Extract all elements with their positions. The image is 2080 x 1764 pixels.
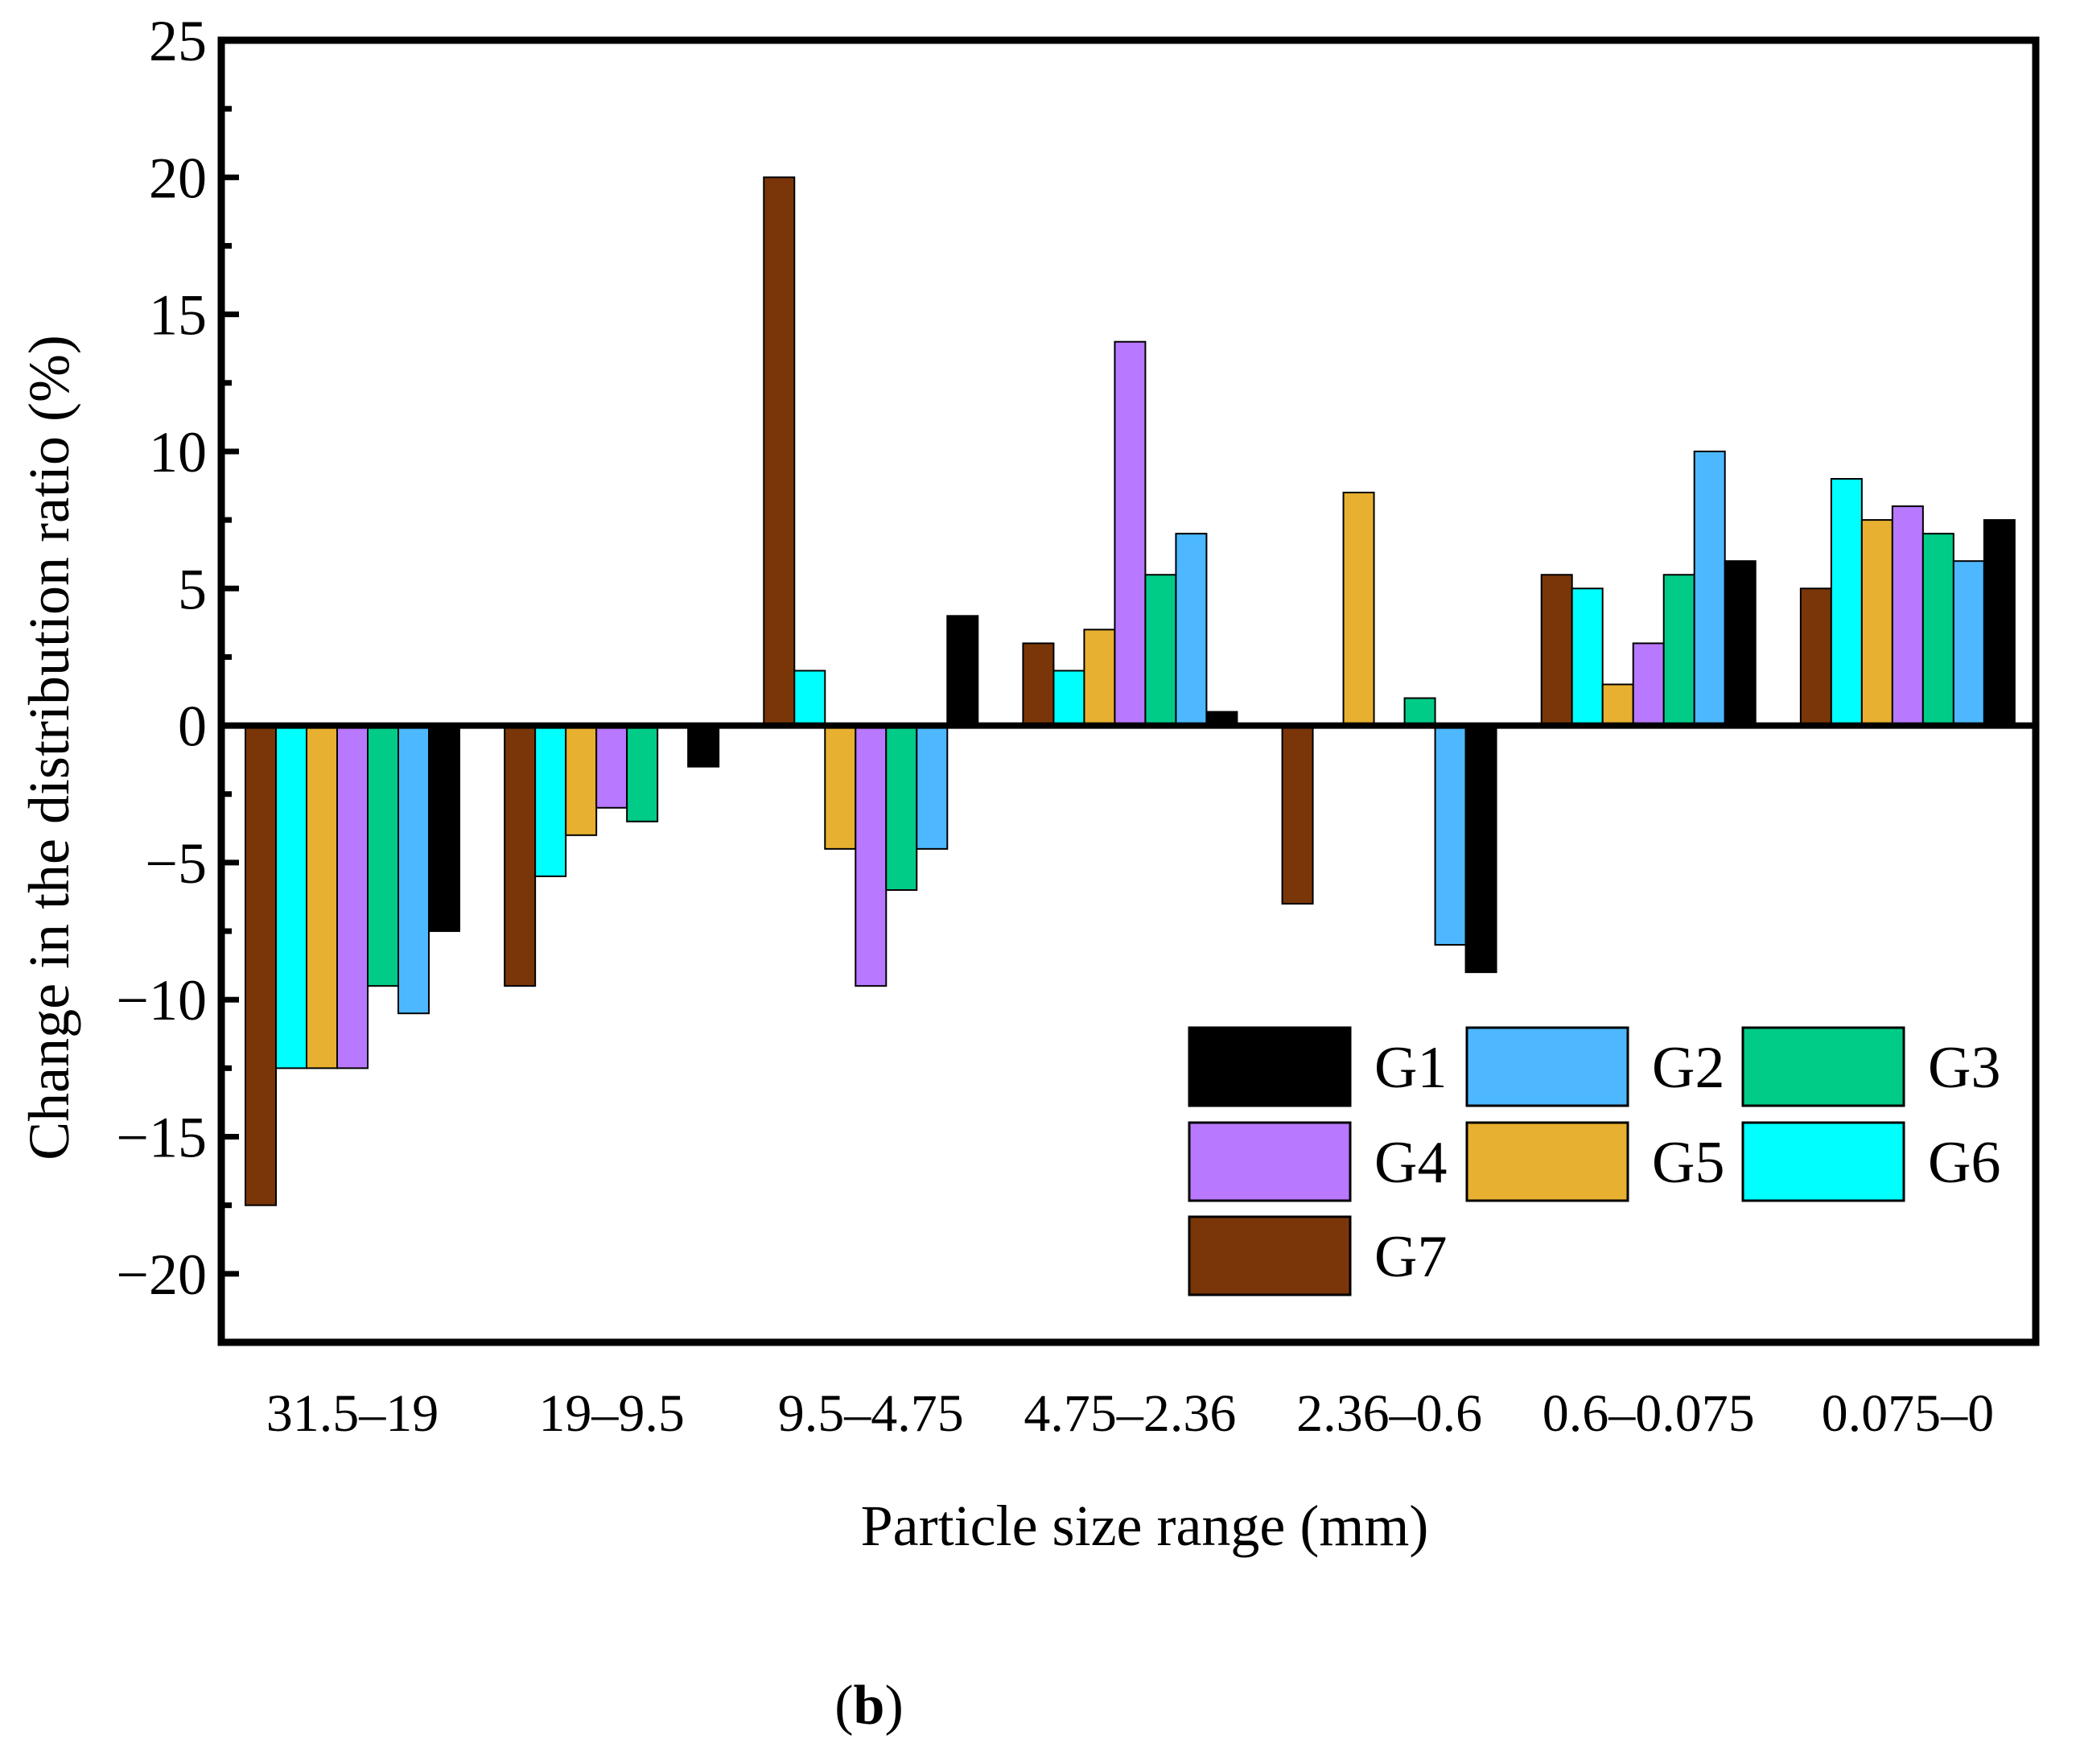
legend-swatch-g4 [1188,1121,1352,1202]
bar-g3-3 [1144,574,1177,727]
bar-g1-1 [687,724,720,768]
x-tick-label: 19–9.5 [538,1384,685,1443]
bar-g4-3 [1114,340,1147,727]
y-tick-label: 15 [149,283,207,348]
legend-label-g2: G2 [1652,1035,1724,1101]
x-tick-label: 2.36–0.6 [1296,1384,1482,1443]
y-tick-label: −10 [116,968,207,1032]
bar-g6-2 [793,670,826,727]
legend-swatch-g7 [1188,1215,1352,1296]
bar-g4-0 [336,724,369,1070]
bar-g5-5 [1601,683,1634,727]
bars-layer [245,176,2016,1206]
bar-g1-2 [946,615,979,727]
bar-g2-3 [1175,533,1208,727]
bar-g7-0 [245,724,277,1206]
bar-g7-5 [1540,574,1573,727]
bar-g4-2 [855,724,888,987]
legend-label-g3: G3 [1928,1035,2000,1101]
bar-g3-1 [626,724,659,822]
panel-letter: b [853,1675,885,1737]
y-axis: −20 −15 −10 −5 0 5 10 15 20 25 [116,9,239,1307]
bar-g5-6 [1860,519,1893,727]
bar-g4-1 [595,724,628,809]
bar-g5-0 [306,724,338,1070]
y-tick-label: −20 [116,1243,207,1307]
bar-g5-3 [1083,629,1116,727]
bar-g2-2 [916,724,949,850]
legend-label-g4: G4 [1374,1130,1447,1196]
bar-g2-0 [397,724,430,1015]
plot-frame [217,36,2040,1346]
bar-g6-6 [1830,478,1863,727]
legend-swatch-g5 [1465,1121,1629,1202]
legend-swatch-g3 [1741,1026,1905,1107]
bar-g6-5 [1571,587,1604,727]
x-tick-label: 9.5–4.75 [778,1384,964,1443]
y-tick-label: 5 [178,557,207,621]
bar-g5-1 [565,724,598,836]
legend-swatch-g2 [1465,1026,1629,1107]
y-axis-label: Change in the distribution ratio (%) [17,335,81,1160]
bar-g4-5 [1632,642,1665,727]
bar-g7-1 [504,724,537,987]
x-tick-label: 31.5–19 [266,1384,439,1443]
bar-g7-2 [763,176,796,727]
y-tick-label: −5 [145,831,207,896]
x-axis: 31.5–19 19–9.5 9.5–4.75 4.75–2.36 2.36–0.6 0.… [266,1384,1994,1443]
bar-g3-5 [1662,574,1695,727]
y-tick-label: 10 [149,420,207,484]
bar-g4-6 [1891,505,1924,727]
bar-g6-1 [534,724,567,877]
bar-g1-5 [1724,560,1757,727]
x-tick-label: 0.075–0 [1822,1384,1995,1443]
bar-g2-5 [1693,450,1726,727]
bar-g6-0 [275,724,307,1070]
bar-g1-6 [1983,519,2016,727]
panel-label: (b) [834,1675,904,1737]
bar-g7-6 [1799,587,1832,727]
legend-swatch-g1 [1188,1026,1352,1107]
bar-g7-3 [1022,642,1055,727]
bar-g7-4 [1281,724,1314,905]
bar-g3-4 [1403,697,1436,727]
legend-label-g6: G6 [1928,1130,2000,1196]
y-tick-label: 0 [178,694,207,759]
bar-g2-4 [1434,724,1467,946]
legend: G1 G2 G3 G4 G5 G6 G7 [1188,1026,2000,1296]
bar-g1-4 [1464,724,1497,974]
bar-g5-4 [1342,492,1375,727]
y-tick-label: −15 [116,1106,207,1170]
legend-label-g5: G5 [1652,1130,1724,1196]
bar-g3-0 [367,724,399,987]
x-tick-label: 4.75–2.36 [1024,1384,1236,1443]
bar-g6-3 [1052,670,1085,727]
bar-g3-2 [885,724,918,891]
bar-g2-6 [1952,560,1985,727]
legend-label-g7: G7 [1374,1224,1447,1290]
bar-g1-0 [428,724,460,933]
x-tick-label: 0.6–0.075 [1542,1384,1755,1443]
legend-swatch-g6 [1741,1121,1905,1202]
x-axis-label: Particle size range (mm) [861,1494,1429,1558]
legend-label-g1: G1 [1374,1035,1447,1101]
bar-g5-2 [824,724,857,850]
y-tick-label: 25 [149,9,207,73]
bar-g3-6 [1921,533,1954,727]
y-tick-label: 20 [149,146,207,210]
